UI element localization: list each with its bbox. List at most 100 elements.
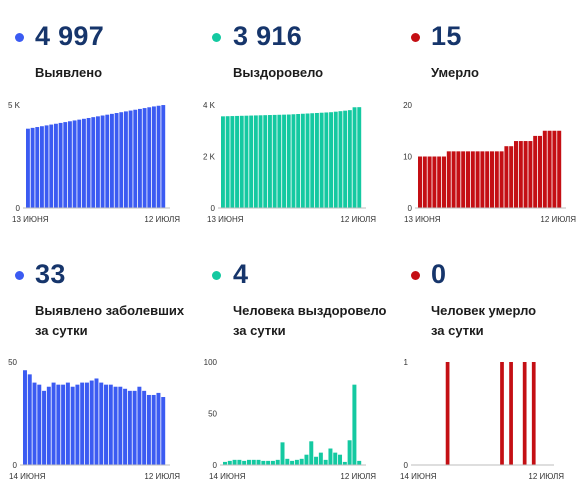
bar	[296, 114, 301, 208]
blue-dot-icon	[15, 33, 24, 42]
bar	[133, 109, 138, 208]
bar	[119, 112, 124, 208]
bar	[156, 105, 161, 208]
bar	[494, 151, 499, 208]
chart-died-daily: 0 1 14 ИЮНЯ 12 ИЮЛЯ	[400, 358, 564, 481]
y-tick-label: 50	[8, 358, 17, 367]
y-tick-label: 0	[13, 461, 18, 470]
bar	[225, 116, 230, 208]
x-end-label: 12 ИЮЛЯ	[340, 472, 376, 481]
y-tick-label: 4 K	[203, 101, 216, 110]
bar	[343, 110, 348, 208]
bar	[124, 111, 128, 208]
bar	[485, 151, 490, 208]
bar	[329, 112, 333, 208]
x-start-label: 14 ИЮНЯ	[209, 472, 246, 481]
recovered-total-label: Выздоровело	[233, 65, 324, 80]
bar	[475, 151, 480, 208]
x-start-label: 13 ИЮНЯ	[12, 215, 49, 224]
chart-detected-total: 0 5 K 13 ИЮНЯ 12 ИЮЛЯ	[8, 101, 180, 224]
bar	[514, 141, 518, 208]
bar	[266, 460, 271, 465]
bar	[437, 156, 442, 208]
bar	[26, 128, 30, 208]
bar	[347, 440, 352, 465]
bar	[523, 141, 528, 208]
bar	[323, 459, 328, 465]
red-dot-icon	[411, 271, 420, 280]
bar	[23, 370, 27, 465]
y-tick-label: 0	[408, 204, 413, 213]
bar	[272, 114, 277, 208]
bar	[54, 123, 58, 208]
bar	[35, 127, 40, 208]
bar	[142, 390, 147, 465]
bar	[291, 114, 296, 208]
bar	[538, 135, 542, 208]
detected-daily-label-line2: за сутки	[35, 323, 88, 338]
bar	[418, 156, 422, 208]
bar	[77, 119, 82, 208]
bar	[509, 146, 514, 208]
bar	[239, 115, 244, 208]
y-tick-label: 1	[404, 358, 409, 367]
bar	[46, 386, 51, 465]
x-end-label: 12 ИЮЛЯ	[144, 215, 180, 224]
bar	[147, 107, 152, 208]
x-start-label: 14 ИЮНЯ	[400, 472, 437, 481]
bar	[108, 384, 113, 465]
bar	[137, 386, 142, 465]
bar	[86, 117, 91, 208]
bar	[310, 113, 315, 208]
bar	[309, 441, 314, 465]
bar	[290, 460, 295, 465]
bar	[58, 122, 63, 208]
x-start-label: 13 ИЮНЯ	[207, 215, 244, 224]
bar	[280, 442, 285, 465]
bar	[282, 114, 286, 208]
bar	[127, 390, 132, 465]
bar	[422, 156, 427, 208]
bar	[251, 459, 256, 465]
bar	[531, 362, 536, 465]
bar	[275, 459, 280, 465]
bar	[156, 392, 161, 465]
bar	[152, 106, 156, 208]
bar	[138, 108, 142, 208]
bar	[277, 114, 282, 208]
bar	[305, 113, 310, 208]
bar	[27, 374, 32, 465]
y-tick-label: 20	[403, 101, 412, 110]
y-tick-label: 0	[404, 461, 409, 470]
y-tick-label: 0	[213, 461, 218, 470]
bar	[315, 112, 319, 208]
bar	[227, 460, 232, 465]
bar	[466, 151, 470, 208]
died-total-label: Умерло	[431, 65, 479, 80]
bar	[44, 125, 49, 208]
bar	[456, 151, 461, 208]
bar	[432, 156, 437, 208]
bar	[299, 458, 304, 465]
bar	[70, 386, 75, 465]
bar	[480, 151, 485, 208]
chart-recovered-daily: 0 50 100 14 ИЮНЯ 12 ИЮЛЯ	[204, 358, 377, 481]
bar	[253, 115, 258, 208]
bar	[500, 362, 504, 465]
bar	[451, 151, 456, 208]
detected-daily-value: 33	[35, 259, 66, 289]
bar	[32, 382, 37, 465]
bar	[242, 460, 247, 465]
bar	[338, 454, 343, 465]
bar	[110, 113, 114, 208]
bar	[314, 456, 319, 465]
bar	[249, 115, 254, 208]
died-daily-label-line1: Человек умерло	[431, 303, 537, 318]
bar	[285, 458, 290, 465]
bar	[91, 117, 96, 208]
bar	[286, 114, 291, 208]
x-end-label: 12 ИЮЛЯ	[528, 472, 564, 481]
bar	[347, 110, 352, 208]
bar	[557, 130, 562, 208]
bar	[49, 124, 54, 208]
